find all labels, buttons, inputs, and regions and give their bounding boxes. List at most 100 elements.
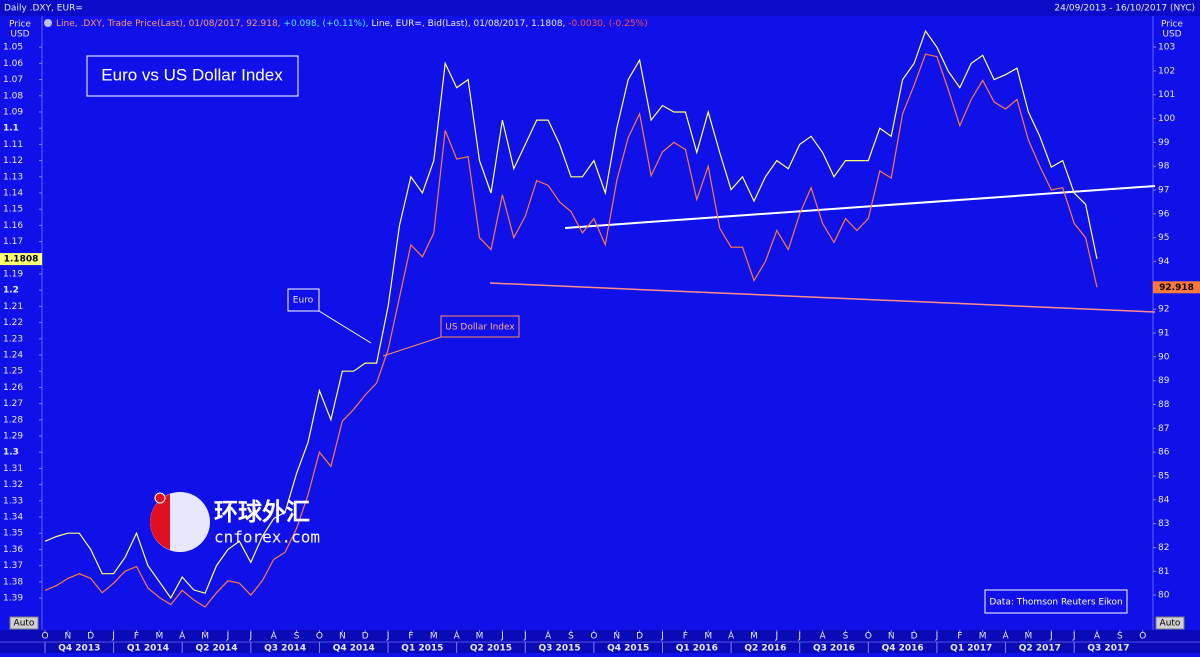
last-value-tag — [0, 253, 42, 266]
y2-label: USD — [1162, 30, 1181, 40]
x-tick-label: A — [819, 632, 826, 642]
quarter-label: Q3 2017 — [1087, 644, 1129, 654]
y2-tick-label: 96 — [1158, 209, 1170, 219]
quarter-label: Q4 2014 — [333, 644, 375, 654]
y-tick-label: 1.33 — [3, 496, 23, 506]
y2-tick-label: 97 — [1158, 186, 1169, 196]
x-tick-label: J — [386, 632, 390, 642]
title-box — [86, 55, 299, 97]
y-tick-label: 1.29 — [3, 432, 23, 442]
annotation-box — [287, 288, 320, 312]
auto-button[interactable] — [1155, 616, 1185, 630]
y2-tick-label: 91 — [1158, 329, 1169, 339]
y2-tick-label: 84 — [1158, 495, 1170, 505]
x-tick-label: O — [316, 632, 323, 642]
y-tick-label: 1.12 — [3, 156, 23, 166]
x-tick-label: M — [201, 632, 209, 642]
quarter-label: Q3 2014 — [264, 644, 306, 654]
quarter-label: Q2 2017 — [1019, 644, 1061, 654]
x-tick-label: J — [500, 632, 504, 642]
y-tick-label: 1.36 — [3, 545, 23, 555]
quarter-label: Q3 2016 — [813, 644, 855, 654]
x-tick-label: A — [545, 632, 552, 642]
y-tick-label: 1.14 — [3, 188, 23, 198]
x-tick-label: N — [613, 632, 620, 642]
x-tick-label: J — [523, 632, 527, 642]
y2-tick-label: 103 — [1158, 43, 1175, 53]
y2-tick-label: 94 — [1158, 257, 1170, 267]
x-tick-label: D — [911, 632, 918, 642]
y2-tick-label: 90 — [1158, 352, 1170, 362]
source-box — [984, 589, 1128, 614]
y-tick-label: 1.31 — [3, 464, 23, 474]
annotation-leader — [318, 310, 372, 344]
quarter-label: Q1 2014 — [127, 644, 169, 654]
x-tick-label: N — [339, 632, 346, 642]
x-tick-label: A — [728, 632, 735, 642]
y-tick-label: 1.28 — [3, 415, 23, 425]
x-tick-label: F — [683, 632, 688, 642]
y-tick-label: 1.37 — [3, 561, 23, 571]
quarter-label: Q4 2016 — [882, 644, 924, 654]
y-tick-label: 1.15 — [3, 205, 23, 215]
x-tick-label: N — [888, 632, 895, 642]
x-tick-label: M — [1025, 632, 1033, 642]
y2-tick-label: 99 — [1158, 138, 1170, 148]
x-tick-label: M — [750, 632, 758, 642]
y2-tick-label: 101 — [1158, 90, 1175, 100]
y-tick-label: 1.27 — [3, 399, 23, 409]
header: Daily .DXY, EUR= — [4, 4, 83, 14]
y-tick-label: 1.26 — [3, 383, 23, 393]
y2-tick-label: 98 — [1158, 162, 1170, 172]
quarter-label: Q4 2013 — [58, 644, 100, 654]
watermark: 环球外汇 cnforex.com — [150, 492, 320, 552]
date-range: 24/09/2013 - 16/10/2017 (NYC) — [1054, 4, 1195, 14]
y-tick-label: 1.23 — [3, 334, 23, 344]
x-tick-label: O — [865, 632, 872, 642]
y2-tick-label: 95 — [1158, 233, 1169, 243]
annotation-box — [440, 315, 520, 338]
annotation-leader — [382, 336, 442, 357]
legend-icon[interactable] — [44, 19, 52, 27]
y-tick-label: 1.32 — [3, 480, 23, 490]
x-tick-label: S — [1117, 632, 1123, 642]
x-tick-label: M — [704, 632, 712, 642]
auto-button[interactable] — [9, 616, 39, 630]
y2-label: Price — [1161, 20, 1183, 30]
annotation: Euro — [293, 296, 314, 306]
y-tick-label: 1.05 — [3, 43, 23, 53]
y2-tick-label: 87 — [1158, 424, 1169, 434]
x-tick-label: D — [87, 632, 94, 642]
x-tick-label: J — [1049, 632, 1053, 642]
y-tick-label: 1.09 — [3, 107, 23, 117]
x-tick-label: A — [179, 632, 186, 642]
y-tick-label: 1.35 — [3, 529, 23, 539]
legend-line: Line, .DXY, Trade Price(Last), 01/08/201… — [56, 19, 648, 29]
header-bar — [0, 0, 1200, 16]
y-tick-label: 1.34 — [3, 513, 23, 523]
y-tick-label: 1.08 — [3, 91, 23, 101]
quarter-label: Q2 2016 — [744, 644, 786, 654]
chart-title: Euro vs US Dollar Index — [101, 65, 283, 84]
quarter-label: Q2 2015 — [470, 644, 512, 654]
x-tick-label: M — [979, 632, 987, 642]
y-tick-label: 1.11 — [3, 140, 23, 150]
auto-button-label[interactable]: Auto — [14, 619, 35, 629]
y-tick-label: 1.39 — [3, 594, 23, 604]
quarter-label: Q3 2015 — [539, 644, 581, 654]
x-tick-label: M — [476, 632, 484, 642]
y-tick-label: 1.38 — [3, 577, 23, 587]
series-line — [44, 29, 1098, 600]
x-tick-label: J — [226, 632, 230, 642]
x-tick-label: A — [1002, 632, 1009, 642]
watermark-url: cnforex.com — [214, 528, 320, 547]
quarter-label: Q1 2016 — [676, 644, 718, 654]
x-tick-label: O — [1139, 632, 1146, 642]
x-tick-label: M — [430, 632, 438, 642]
x-tick-label: N — [65, 632, 72, 642]
x-tick-label: J — [797, 632, 801, 642]
y-tick-label: 1.1 — [3, 124, 19, 134]
auto-button-label[interactable]: Auto — [1160, 619, 1181, 629]
